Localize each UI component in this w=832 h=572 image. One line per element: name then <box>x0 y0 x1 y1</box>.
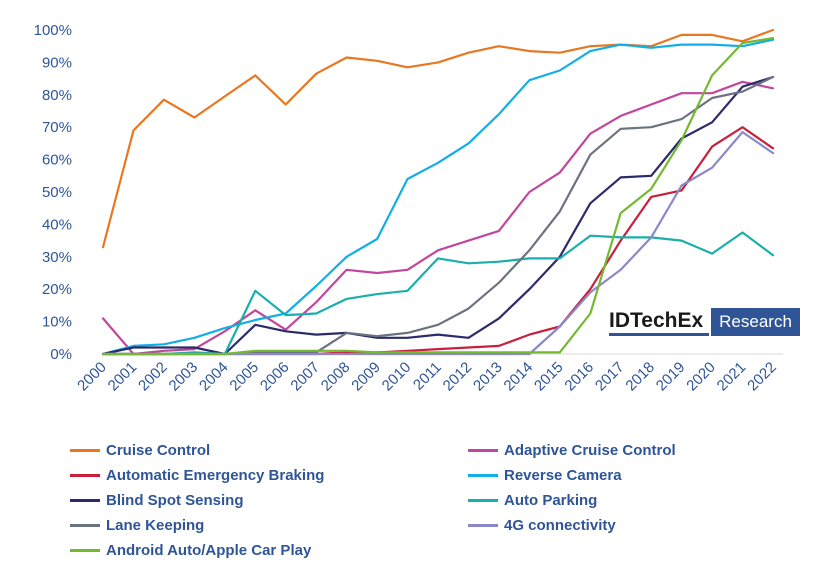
legend-label: Automatic Emergency Braking <box>106 466 325 484</box>
x-tick-label: 2008 <box>318 359 354 395</box>
logo-sub-text: Research <box>711 308 800 336</box>
x-tick-label: 2013 <box>470 359 506 395</box>
legend-swatch <box>468 448 498 452</box>
x-tick-label: 2020 <box>683 359 719 395</box>
legend-item: Reverse Camera <box>468 463 622 487</box>
x-tick-label: 2019 <box>653 359 689 395</box>
idtechex-logo: IDTechEx Research <box>609 308 800 336</box>
series-line-cruise-control <box>101 28 775 249</box>
x-tick-label: 2011 <box>410 359 445 394</box>
legend-item: Blind Spot Sensing <box>70 488 244 512</box>
legend-label: Cruise Control <box>106 441 211 459</box>
legend-label: Auto Parking <box>504 491 598 509</box>
legend-swatch <box>70 448 100 452</box>
y-tick-label: 60% <box>42 152 72 169</box>
legend-label: Blind Spot Sensing <box>106 491 244 509</box>
legend-item: Adaptive Cruise Control <box>468 438 676 462</box>
y-tick-label: 40% <box>42 216 72 233</box>
x-tick-label: 2005 <box>226 359 262 395</box>
series-line-android-auto-apple-car-play <box>101 36 775 356</box>
series-line-adaptive-cruise-control <box>101 80 775 356</box>
x-tick-label: 2001 <box>105 359 141 395</box>
legend-swatch <box>468 498 498 502</box>
x-tick-label: 2012 <box>440 359 476 395</box>
x-tick-label: 2021 <box>714 359 750 395</box>
legend-swatch <box>70 498 100 502</box>
series-line-reverse-camera <box>101 38 775 356</box>
y-tick-label: 100% <box>34 22 72 39</box>
legend-swatch <box>468 523 498 527</box>
y-tick-label: 10% <box>42 314 72 331</box>
x-tick-label: 2010 <box>379 359 415 395</box>
x-tick-label: 2017 <box>592 359 628 395</box>
legend-swatch <box>70 523 100 527</box>
y-tick-label: 50% <box>42 184 72 201</box>
legend-swatch <box>70 473 100 477</box>
x-tick-label: 2016 <box>561 359 597 395</box>
series-lines <box>101 28 775 356</box>
legend-item: Automatic Emergency Braking <box>70 463 324 487</box>
x-tick-label: 2014 <box>501 359 537 395</box>
legend-label: Reverse Camera <box>504 466 622 484</box>
y-tick-label: 80% <box>42 87 72 104</box>
x-tick-label: 2015 <box>531 359 567 395</box>
legend-label: Adaptive Cruise Control <box>504 441 676 459</box>
y-axis-ticks: 0% 10% 20% 30% 40% 50% 60% 70% 80% 90% 100% <box>34 22 72 363</box>
legend-label: 4G connectivity <box>504 516 616 534</box>
logo-main-text: IDTechEx <box>609 308 710 336</box>
line-chart: 0%10%20%30%40%50%60%70%80%90%100% 200020… <box>34 22 783 395</box>
y-tick-label: 30% <box>42 249 72 266</box>
x-tick-label: 2009 <box>348 359 384 395</box>
legend-item: Android Auto/Apple Car Play <box>70 538 311 562</box>
x-tick-label: 2018 <box>622 359 658 395</box>
legend-swatch <box>70 548 100 552</box>
x-axis-ticks: 2000200120022003200420052006200720082009… <box>74 359 780 395</box>
legend-item: Lane Keeping <box>70 513 204 537</box>
y-tick-label: 20% <box>42 281 72 298</box>
x-tick-label: 2003 <box>166 359 202 395</box>
x-tick-label: 2006 <box>257 359 293 395</box>
chart-legend: Cruise Control Adaptive Cruise Control Aut… <box>0 430 832 572</box>
legend-swatch <box>468 473 498 477</box>
y-tick-label: 90% <box>42 54 72 71</box>
legend-item: Auto Parking <box>468 488 597 512</box>
legend-item: 4G connectivity <box>468 513 616 537</box>
y-tick-label: 0% <box>50 346 72 363</box>
x-tick-label: 2022 <box>744 359 780 395</box>
y-tick-label: 70% <box>42 119 72 136</box>
legend-label: Lane Keeping <box>106 516 205 534</box>
series-line-blind-spot-sensing <box>101 75 775 356</box>
x-tick-label: 2007 <box>287 359 323 395</box>
x-tick-label: 2002 <box>135 359 171 395</box>
legend-item: Cruise Control <box>70 438 210 462</box>
x-tick-label: 2000 <box>74 359 110 395</box>
legend-label: Android Auto/Apple Car Play <box>106 541 312 559</box>
x-tick-label: 2004 <box>196 359 232 395</box>
